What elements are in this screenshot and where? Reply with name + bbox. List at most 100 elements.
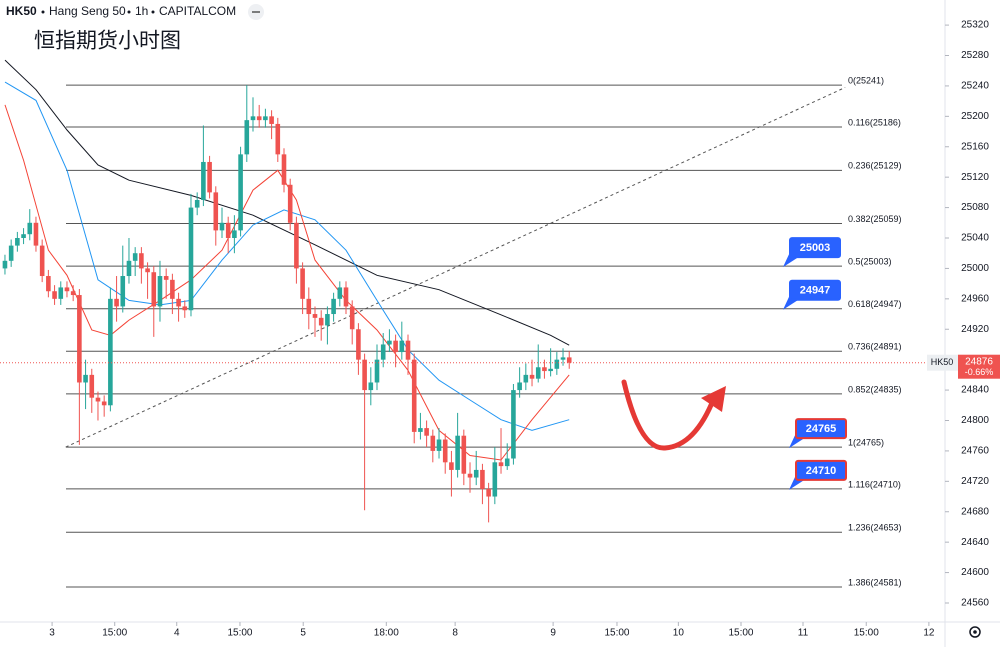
candle-body [108, 298, 113, 406]
candle-body [2, 260, 8, 269]
candle-body [504, 458, 510, 467]
fib-level-label: 0.736(24891) [848, 342, 902, 352]
forecast-arrowhead [701, 386, 726, 412]
callout-label: 24710 [806, 465, 837, 477]
last-price-symbol-box [927, 354, 958, 371]
moving-average-line [4, 59, 570, 346]
callout-box [789, 237, 841, 259]
fib-level-label: 1.386(24581) [848, 577, 902, 587]
candle-body [52, 291, 57, 299]
y-tick-label: 25000 [961, 263, 989, 274]
settings-icon-center [973, 630, 977, 634]
candle-body [542, 367, 547, 372]
callout-label: 24947 [800, 285, 831, 297]
candle-body [306, 298, 312, 315]
callout-box [789, 279, 841, 301]
candle-body [535, 367, 541, 379]
candle-body [461, 435, 467, 474]
candle-body [213, 192, 219, 231]
candle-body [8, 245, 14, 261]
candle-body [486, 488, 491, 497]
candle-body [548, 368, 553, 372]
interval: 1h [135, 4, 148, 18]
candle-body [529, 374, 535, 379]
y-tick-label: 24720 [961, 476, 989, 487]
candle-body [151, 272, 157, 307]
fib-level-label: 1(24765) [848, 437, 884, 447]
candle-body [232, 230, 237, 239]
last-price-box [958, 354, 1000, 379]
x-tick-label: 8 [452, 628, 458, 639]
candle-body [95, 397, 101, 402]
fib-level-label: 0.382(25059) [848, 214, 902, 224]
y-tick-label: 24920 [961, 324, 989, 335]
x-tick-label: 15:00 [728, 628, 753, 639]
candle-body [120, 276, 126, 307]
candle-body [163, 276, 169, 280]
last-price-value: 24876 [965, 356, 993, 367]
candle-body [275, 123, 281, 155]
candle-body [64, 287, 70, 292]
candle-body [139, 253, 144, 269]
y-tick-label: 25040 [961, 233, 989, 244]
candle-body [399, 340, 405, 353]
candle-body [287, 184, 293, 223]
moving-average-line [4, 81, 570, 431]
candle-body [380, 344, 386, 360]
candle-body [114, 298, 119, 307]
candle-body [455, 435, 460, 470]
y-tick-label: 24800 [961, 415, 989, 426]
candle-body [39, 245, 45, 277]
y-tick-label: 24640 [961, 537, 989, 548]
candle-body [480, 469, 485, 489]
settings-icon [969, 626, 981, 638]
candle-body [244, 120, 250, 155]
candle-body [554, 359, 560, 369]
y-tick-label: 25120 [961, 172, 989, 183]
source: CAPITALCOM [159, 4, 236, 18]
fib-level-label: 0.236(25129) [848, 161, 902, 171]
candle-body [325, 314, 330, 326]
x-tick-label: 3 [49, 628, 55, 639]
y-tick-label: 24600 [961, 567, 989, 578]
separator [41, 10, 45, 14]
candle-body [83, 374, 88, 383]
symbol: HK50 [6, 4, 37, 18]
settings-button[interactable] [969, 626, 981, 638]
candle-body [356, 329, 361, 360]
y-tick-label: 24760 [961, 446, 989, 457]
separator [151, 10, 155, 14]
candle-body [517, 382, 522, 391]
candle-body [219, 222, 225, 231]
y-tick-label: 24840 [961, 385, 989, 396]
candle-body [201, 161, 206, 200]
candle-body [27, 222, 33, 235]
forecast-arrow [621, 379, 717, 451]
candle-body [473, 469, 479, 478]
candle-body [337, 287, 343, 299]
y-tick-label: 24560 [961, 598, 989, 609]
y-tick-label: 25240 [961, 81, 989, 92]
candle-body [250, 116, 256, 121]
y-tick-label: 25320 [961, 20, 989, 31]
callout-box [795, 459, 847, 481]
candle-body [269, 116, 274, 124]
candle-body [225, 222, 231, 239]
y-tick-label: 25080 [961, 202, 989, 213]
candle-body [188, 207, 194, 311]
candle-body [15, 238, 20, 246]
callout-box [795, 418, 847, 440]
x-tick-label: 15:00 [604, 628, 629, 639]
x-tick-label: 4 [174, 628, 180, 639]
x-tick-label: 5 [300, 628, 306, 639]
x-tick-label: 18:00 [374, 628, 399, 639]
candle-body [418, 428, 423, 432]
fib-level-label: 0.5(25003) [848, 257, 892, 267]
candle-body [511, 390, 516, 459]
y-tick-label: 24960 [961, 293, 989, 304]
candle-body [523, 374, 529, 383]
candle-body [331, 298, 336, 315]
candle-body [343, 287, 349, 307]
callout-label: 24765 [806, 423, 837, 435]
